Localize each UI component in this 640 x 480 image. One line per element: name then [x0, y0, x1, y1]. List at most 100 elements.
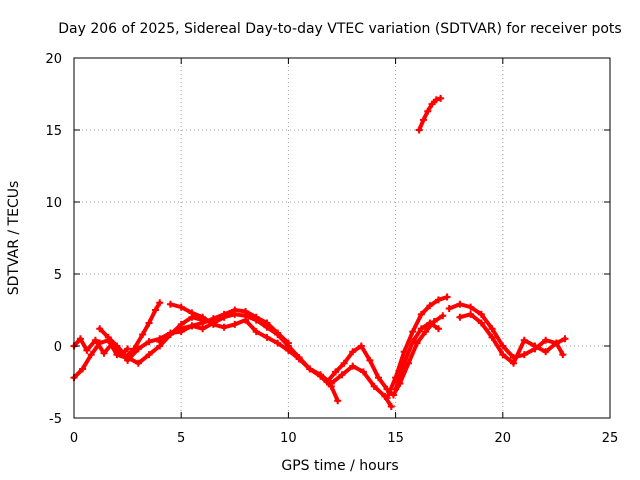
- data-point: [424, 107, 432, 115]
- data-point: [166, 330, 174, 338]
- data-point: [559, 351, 567, 359]
- data-point: [409, 328, 417, 336]
- chart-title: Day 206 of 2025, Sidereal Day-to-day VTE…: [58, 21, 621, 37]
- data-point: [357, 342, 365, 350]
- data-point: [510, 359, 518, 367]
- data-point: [274, 330, 282, 338]
- data-point: [409, 338, 417, 346]
- series-group: [70, 94, 569, 410]
- data-point: [456, 313, 464, 321]
- data-point: [417, 310, 425, 318]
- data-point: [417, 325, 425, 333]
- data-point: [188, 309, 196, 317]
- data-point: [439, 312, 447, 320]
- series-9: [392, 319, 442, 393]
- data-point: [177, 325, 185, 333]
- x-tick-label: 10: [280, 431, 297, 446]
- data-point: [124, 356, 132, 364]
- data-point: [434, 296, 442, 304]
- tick-labels: 0 5 10 15 20 25 -5 0 5 10 15 20: [45, 52, 618, 446]
- ticks: [73, 57, 611, 419]
- data-point: [434, 325, 442, 333]
- data-point: [432, 96, 440, 104]
- y-tick-label: 10: [45, 196, 62, 211]
- data-point: [252, 316, 260, 324]
- data-point: [445, 305, 453, 313]
- data-point: [426, 319, 434, 327]
- data-point: [542, 336, 550, 344]
- data-point: [252, 328, 260, 336]
- data-point: [306, 365, 314, 373]
- data-point: [209, 319, 217, 327]
- grid: [74, 58, 610, 418]
- data-point: [422, 328, 430, 336]
- data-point: [499, 351, 507, 359]
- data-point: [387, 402, 395, 410]
- data-point: [477, 310, 485, 318]
- data-point: [134, 359, 142, 367]
- x-tick-label: 25: [602, 431, 619, 446]
- data-point: [151, 306, 159, 314]
- y-tick-label: 20: [45, 52, 62, 67]
- data-point: [338, 371, 346, 379]
- data-point: [349, 362, 357, 370]
- data-point: [134, 345, 142, 353]
- data-point: [96, 325, 104, 333]
- data-point: [389, 391, 397, 399]
- series-10: [445, 300, 567, 362]
- series-11: [456, 310, 569, 367]
- series-trace: [72, 300, 162, 380]
- data-point: [199, 313, 207, 321]
- data-point: [443, 293, 451, 301]
- plot-frame: [73, 57, 611, 419]
- series-8: [383, 293, 451, 402]
- data-point: [383, 394, 391, 402]
- data-point: [400, 359, 408, 367]
- data-point: [91, 336, 99, 344]
- data-point: [188, 322, 196, 330]
- data-point: [349, 348, 357, 356]
- data-point: [415, 126, 423, 134]
- data-point: [124, 345, 132, 353]
- data-point: [323, 378, 331, 386]
- data-point: [400, 348, 408, 356]
- data-point: [332, 368, 340, 376]
- data-point: [413, 339, 421, 347]
- data-point: [317, 371, 325, 379]
- data-point: [374, 374, 382, 382]
- data-point: [177, 303, 185, 311]
- x-tick-label: 15: [387, 431, 404, 446]
- data-point: [477, 319, 485, 327]
- data-point: [79, 365, 87, 373]
- x-tick-label: 20: [495, 431, 512, 446]
- data-point: [113, 342, 121, 350]
- data-point: [327, 379, 335, 387]
- x-axis-title: GPS time / hours: [281, 458, 398, 474]
- y-tick-label: 15: [45, 124, 62, 139]
- data-point: [531, 342, 539, 350]
- data-point: [231, 310, 239, 318]
- data-point: [284, 342, 292, 350]
- data-point: [156, 299, 164, 307]
- data-point: [467, 303, 475, 311]
- data-point: [220, 313, 228, 321]
- data-point: [156, 338, 164, 346]
- data-point: [467, 310, 475, 318]
- data-point: [263, 333, 271, 341]
- data-point: [100, 349, 108, 357]
- data-point: [87, 351, 95, 359]
- data-point: [96, 339, 104, 347]
- data-point: [139, 330, 147, 338]
- x-tick-label: 0: [70, 431, 78, 446]
- data-point: [488, 333, 496, 341]
- data-point: [370, 382, 378, 390]
- data-point: [76, 335, 84, 343]
- data-point: [242, 312, 250, 320]
- data-point: [437, 94, 445, 102]
- data-point: [340, 359, 348, 367]
- series-7: [323, 312, 447, 399]
- data-point: [145, 351, 153, 359]
- data-point: [231, 320, 239, 328]
